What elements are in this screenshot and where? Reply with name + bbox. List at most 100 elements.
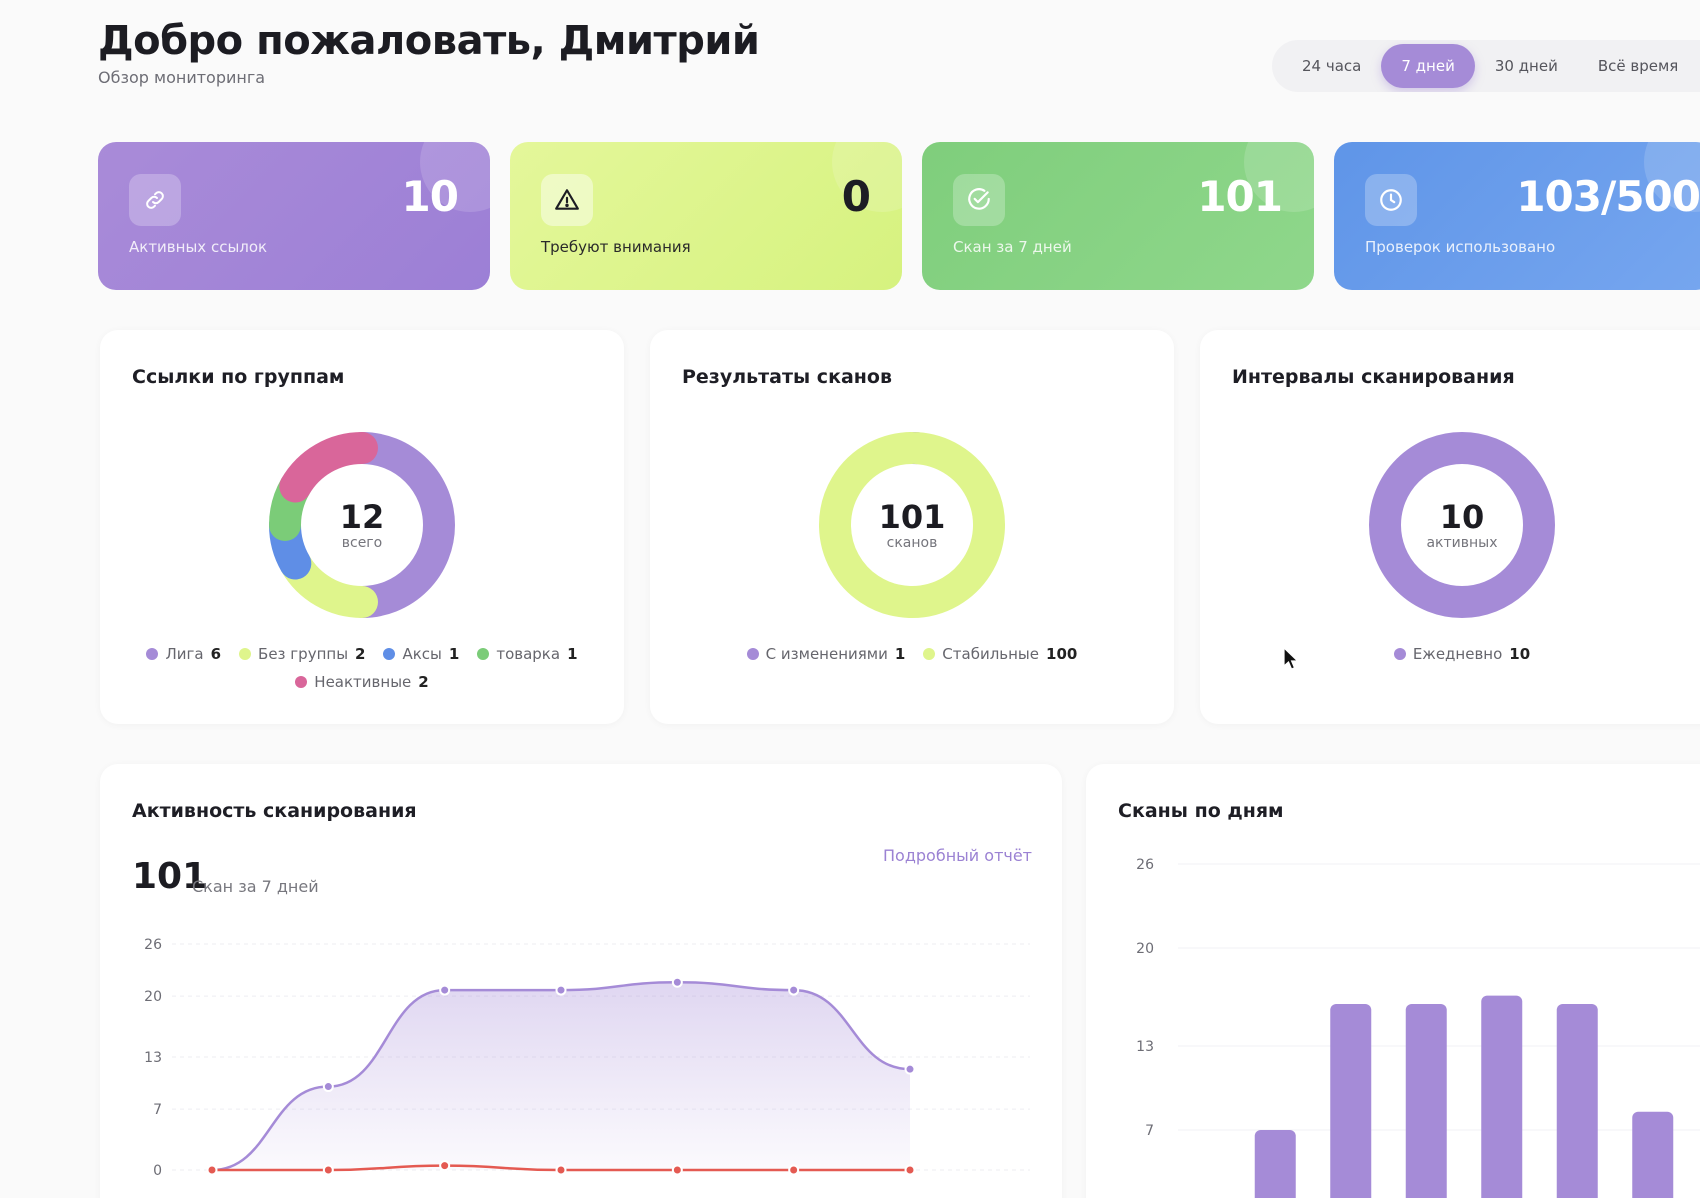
y-tick-label: 13	[144, 1050, 162, 1066]
tab-7d[interactable]: 7 дней	[1381, 44, 1475, 88]
donut-segment	[819, 432, 1005, 618]
donut-segment	[279, 432, 378, 503]
stat-value: 10	[401, 172, 459, 221]
legend-label: Стабильные	[942, 645, 1040, 663]
panel-title: Сканы по дням	[1118, 800, 1284, 822]
y-tick-label: 13	[1136, 1039, 1154, 1055]
data-point	[904, 1164, 916, 1176]
groups-donut: 12 всего	[267, 430, 457, 620]
donut-segment	[346, 432, 455, 618]
legend-dot	[239, 648, 252, 660]
tab-24h[interactable]: 24 часа	[1302, 57, 1362, 75]
tab-30d[interactable]: 30 дней	[1494, 57, 1558, 75]
page-header: Добро пожаловать, Дмитрий Обзор монитори…	[98, 14, 760, 87]
activity-panel: Активность сканирования Подробный отчёт …	[100, 764, 1062, 1198]
detailed-report-link[interactable]: Подробный отчёт	[883, 846, 1032, 865]
groups-panel: Ссылки по группам 12 всего Лига 6 Без гру…	[100, 330, 624, 724]
legend-item[interactable]: С изменениями 1	[746, 645, 906, 663]
legend-dot	[295, 676, 308, 688]
legend-label: Неактивные	[314, 673, 412, 691]
y-tick-label: 7	[1145, 1123, 1154, 1139]
activity-caption: Скан за 7 дней	[192, 877, 319, 896]
legend-dot	[383, 648, 396, 660]
mouse-cursor-icon	[1282, 646, 1300, 676]
donut-caption: всего	[341, 535, 383, 551]
legend-count: 100	[1046, 645, 1078, 663]
legend-item[interactable]: Ежедневно 10	[1393, 645, 1530, 663]
legend-dot	[1393, 648, 1406, 660]
data-point	[904, 1063, 916, 1075]
y-tick-label: 26	[144, 937, 162, 953]
bar	[1632, 1111, 1674, 1198]
stat-card-active-links[interactable]: 10 Активных ссылок	[98, 142, 490, 290]
stat-card-checks-used[interactable]: 103/500 Проверок использовано	[1334, 142, 1700, 290]
data-point	[788, 1164, 800, 1176]
intervals-donut: 10 активных	[1367, 430, 1557, 620]
legend-item[interactable]: Аксы 1	[383, 645, 459, 663]
scans-donut: 101 сканов	[817, 430, 1007, 620]
tab-all-time[interactable]: Всё время	[1597, 57, 1679, 75]
legend-dot	[146, 648, 159, 660]
scans-donut-svg	[819, 432, 1005, 618]
scans-panel: Результаты сканов 101 сканов С изменения…	[650, 330, 1174, 724]
activity-line-chart: 0 7 13 20 26	[144, 937, 1030, 1179]
activity-total: 101	[132, 856, 208, 897]
data-point	[788, 984, 800, 996]
series-area	[212, 982, 910, 1170]
legend-label: товарка	[496, 645, 561, 663]
stat-value: 103/500	[1516, 172, 1700, 221]
stat-value: 0	[841, 172, 871, 221]
panel-title: Ссылки по группам	[132, 366, 345, 388]
intervals-donut-svg	[1369, 432, 1555, 618]
page-title: Добро пожаловать, Дмитрий	[98, 18, 760, 64]
legend-count: 2	[418, 673, 429, 691]
legend-label: Ежедневно	[1412, 645, 1503, 663]
data-point	[439, 1160, 451, 1172]
data-point	[555, 984, 567, 996]
legend-label: Лига	[165, 645, 204, 663]
donut-segment	[1369, 432, 1555, 618]
legend-item[interactable]: Лига 6	[146, 645, 221, 663]
stat-value: 101	[1197, 172, 1283, 221]
intervals-legend: Ежедневно 10	[1200, 645, 1700, 663]
legend-item[interactable]: Стабильные 100	[923, 645, 1077, 663]
stat-label: Активных ссылок	[129, 238, 268, 256]
stat-label: Проверок использовано	[1365, 238, 1556, 256]
legend-label: Аксы	[402, 645, 442, 663]
y-tick-label: 26	[1136, 857, 1154, 873]
data-point	[671, 1164, 683, 1176]
legend-count: 6	[210, 645, 222, 663]
legend-count: 1	[894, 645, 906, 663]
donut-total: 10	[1439, 498, 1485, 536]
legend-label: Без группы	[258, 645, 349, 663]
data-point	[322, 1164, 334, 1176]
stat-label: Требуют внимания	[541, 238, 691, 256]
legend-count: 2	[355, 645, 366, 663]
stat-card-scans[interactable]: 101 Скан за 7 дней	[922, 142, 1314, 290]
legend-count: 1	[567, 645, 578, 663]
intervals-panel: Интервалы сканирования 10 активных Ежедн…	[1200, 330, 1700, 724]
groups-legend: Лига 6 Без группы 2 Аксы 1 товарка 1 Неактив…	[100, 645, 624, 691]
legend-item[interactable]: Неактивные 2	[295, 673, 429, 691]
data-point	[439, 984, 451, 996]
warning-icon	[541, 174, 593, 226]
daily-bar-chart: 7 13 20 26	[1136, 857, 1700, 1198]
daily-panel: Сканы по дням 7 13 20 26	[1086, 764, 1700, 1198]
legend-item[interactable]: товарка 1	[477, 645, 578, 663]
y-tick-label: 20	[1136, 941, 1154, 957]
data-point	[555, 1164, 567, 1176]
legend-dot	[746, 648, 759, 660]
legend-count: 1	[448, 645, 460, 663]
donut-caption: активных	[1426, 535, 1498, 551]
stat-card-attention[interactable]: 0 Требуют внимания	[510, 142, 902, 290]
data-point	[322, 1081, 334, 1093]
bar	[1330, 1004, 1372, 1198]
legend-item[interactable]: Без группы 2	[239, 645, 365, 663]
bar	[1405, 1004, 1447, 1198]
page-subtitle: Обзор мониторинга	[98, 68, 266, 87]
panel-title: Активность сканирования	[132, 800, 417, 822]
scans-legend: С изменениями 1 Стабильные 100	[650, 645, 1174, 663]
data-point	[671, 976, 683, 988]
donut-total: 101	[878, 498, 946, 536]
y-tick-label: 7	[153, 1102, 162, 1118]
